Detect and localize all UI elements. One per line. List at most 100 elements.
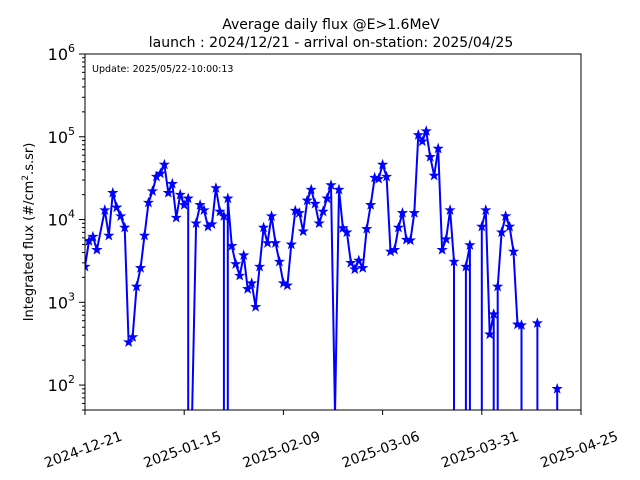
data-point-marker: [273, 255, 286, 267]
data-point-marker: [484, 328, 496, 340]
data-point-marker: [111, 201, 123, 213]
data-point-marker: [222, 192, 234, 204]
data-point-marker: [257, 221, 270, 233]
data-point-marker: [285, 238, 297, 250]
data-point-marker: [496, 226, 508, 238]
data-point-marker: [218, 210, 230, 221]
data-point-marker: [253, 260, 266, 272]
data-point-marker: [416, 135, 428, 147]
data-point-marker: [380, 170, 393, 182]
data-point-marker: [226, 239, 238, 251]
data-point-marker: [174, 188, 186, 200]
data-point-marker: [420, 125, 432, 136]
data-point-marker: [333, 183, 345, 195]
data-point-marker: [230, 258, 242, 269]
data-point-marker: [103, 229, 115, 241]
y-tick-label: 103: [48, 290, 75, 312]
data-point-marker: [210, 182, 222, 193]
data-point-marker: [265, 210, 278, 221]
series-line-0: [85, 127, 523, 410]
data-point-marker: [261, 237, 274, 248]
y-tick-label: 102: [48, 373, 75, 395]
data-point-marker: [162, 186, 174, 198]
data-point-marker: [85, 260, 91, 272]
y-tick-label: 105: [48, 125, 75, 147]
x-tick-label: 2025-03-06: [340, 429, 422, 472]
data-point-marker: [361, 222, 373, 234]
data-point-marker: [515, 319, 528, 330]
data-point-marker: [115, 210, 127, 221]
data-point-marker: [234, 269, 246, 281]
data-point-marker: [432, 142, 444, 154]
data-point-marker: [214, 205, 226, 217]
y-tick-label: 106: [48, 42, 75, 64]
y-axis-label-superscript: 2: [21, 175, 31, 181]
data-point-marker: [250, 300, 262, 312]
data-point-marker: [170, 211, 182, 223]
x-tick-label: 2025-01-15: [142, 429, 224, 472]
data-point-marker: [146, 185, 159, 196]
data-point-marker: [460, 260, 472, 272]
data-point-marker: [119, 221, 131, 233]
data-point-marker: [531, 317, 543, 328]
data-point-marker: [448, 255, 460, 267]
x-axis-ticks: 2024-12-21 2025-01-15 2025-02-09 2025-03-06…: [42, 410, 620, 472]
data-point-marker: [365, 199, 377, 210]
data-point-marker: [349, 263, 361, 275]
data-point-marker: [321, 192, 333, 204]
data-point-marker: [345, 256, 357, 268]
data-point-marker: [123, 336, 135, 347]
x-tick-label: 2025-02-09: [241, 429, 323, 472]
y-axis-label-main: Integrated flux (#/cm: [22, 181, 37, 322]
y-tick-label: 104: [48, 208, 75, 230]
y-axis-ticks: 102 103 104 105 106: [48, 42, 85, 411]
data-point-marker: [357, 262, 369, 273]
data-point-marker: [107, 186, 119, 198]
data-point-marker: [269, 237, 282, 248]
data-point-marker: [408, 207, 420, 218]
chart-title-line-2: launch : 2024/12/21 - arrival on-station…: [149, 35, 514, 51]
x-tick-label: 2025-03-31: [439, 429, 521, 472]
data-point-marker: [309, 197, 321, 209]
data-point-marker: [373, 172, 385, 184]
data-point-marker: [376, 158, 389, 170]
data-point-marker: [428, 169, 440, 181]
data-point-marker: [154, 167, 166, 179]
data-point-marker: [246, 277, 258, 289]
data-point-marker: [317, 205, 329, 217]
data-point-marker: [301, 194, 313, 206]
data-point-marker: [480, 204, 492, 215]
data-point-marker: [440, 233, 452, 244]
data-point-marker: [138, 229, 151, 241]
data-point-marker: [492, 280, 504, 292]
data-point-marker: [99, 204, 111, 215]
data-point-marker: [436, 243, 448, 255]
data-point-marker: [198, 204, 210, 215]
data-point-marker: [476, 220, 488, 232]
y-axis-label: Integrated flux (#/cm2.s.sr): [21, 143, 37, 322]
data-point-marker: [404, 234, 416, 246]
data-point-marker: [178, 199, 190, 210]
data-point-marker: [341, 226, 353, 238]
data-point-marker: [503, 220, 516, 232]
data-point-marker: [293, 207, 305, 218]
data-point-marker: [337, 222, 349, 233]
data-point-marker: [412, 129, 424, 140]
data-point-marker: [206, 218, 218, 229]
data-point-marker: [388, 243, 401, 255]
flux-series: [85, 125, 563, 410]
data-point-marker: [464, 239, 476, 250]
data-point-marker: [396, 207, 409, 218]
data-point-marker: [392, 221, 405, 233]
data-point-marker: [142, 196, 155, 208]
data-point-marker: [305, 183, 317, 195]
data-point-marker: [166, 177, 178, 189]
x-tick-label: 2024-12-21: [42, 429, 124, 472]
chart-title-line-1: Average daily flux @E>1.6MeV: [222, 17, 440, 33]
data-point-marker: [444, 204, 456, 215]
data-point-marker: [130, 280, 143, 292]
data-point-marker: [242, 283, 254, 294]
data-point-marker: [238, 249, 250, 261]
data-point-marker: [325, 179, 337, 190]
data-point-marker: [87, 230, 99, 242]
